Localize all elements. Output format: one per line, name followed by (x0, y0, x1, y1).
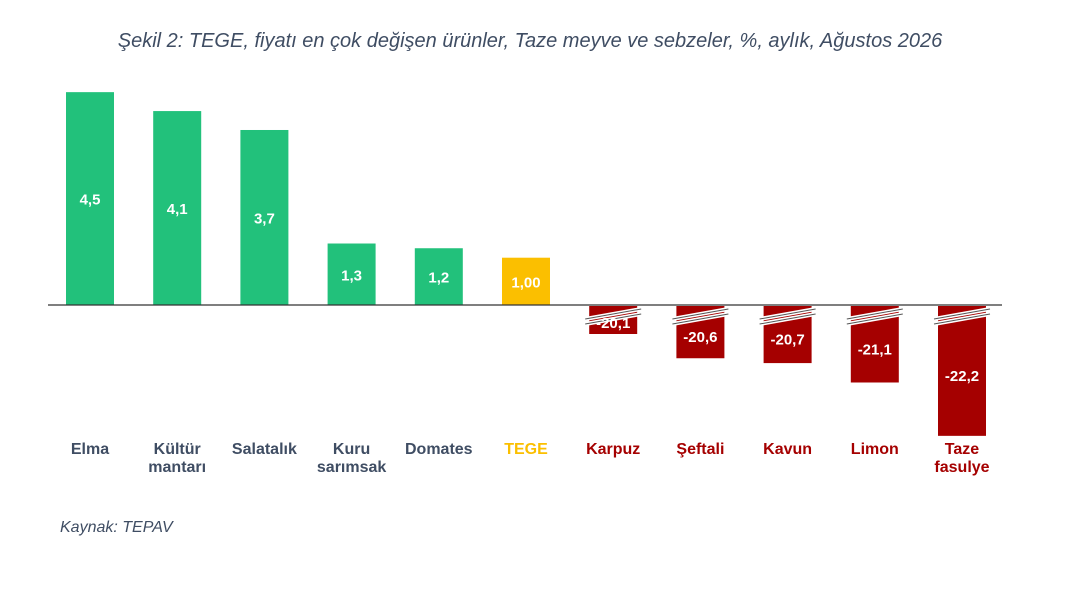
bar (153, 111, 202, 305)
category-label: Elma (71, 441, 109, 458)
break-mark (846, 307, 904, 326)
bar (502, 257, 550, 305)
source-note: Kaynak: TEPAV (60, 519, 173, 536)
value-label: 1,3 (341, 267, 362, 284)
value-label: -21,1 (858, 341, 892, 358)
value-label: 1,2 (428, 270, 449, 287)
bar (240, 129, 289, 305)
chart-title: Şekil 2: TEGE, fiyatı en çok değişen ürü… (117, 30, 943, 52)
category-labels: Elma Kültür mantarı Salatalık Kuru sarımsak Do… (71, 441, 990, 476)
value-labels: 4,5 4,1 3,7 1,3 1,2 1,00 -20,1 -20,6 -20,7 -21,1 -… (80, 192, 980, 385)
value-label: 1,00 (511, 274, 540, 291)
category-label: Kuru sarımsak (317, 441, 386, 476)
category-label: Domates (405, 441, 473, 458)
value-label: 4,5 (80, 192, 101, 209)
break-mark (933, 307, 991, 326)
category-label: Salatalık (232, 441, 297, 458)
category-label: Kültür mantarı (148, 441, 206, 476)
category-label: Şeftali (676, 441, 724, 458)
value-label: -22,2 (945, 368, 979, 385)
break-mark (759, 307, 816, 326)
category-label: Taze fasulye (934, 441, 989, 476)
bar (327, 243, 376, 305)
category-label: Limon (851, 441, 899, 458)
break-mark (584, 307, 642, 326)
break-mark (672, 307, 729, 326)
bar (66, 92, 114, 306)
category-label: Kavun (763, 441, 812, 458)
bar (938, 306, 986, 436)
bars (66, 92, 986, 436)
bar (414, 248, 463, 305)
value-label: -20,1 (596, 315, 630, 332)
category-label: TEGE (504, 441, 548, 458)
category-label: Karpuz (586, 441, 640, 458)
axis-break-marks (584, 307, 991, 326)
value-label: 3,7 (254, 210, 275, 227)
value-label: -20,7 (770, 332, 804, 349)
value-label: -20,6 (683, 329, 717, 346)
value-label: 4,1 (167, 201, 188, 218)
